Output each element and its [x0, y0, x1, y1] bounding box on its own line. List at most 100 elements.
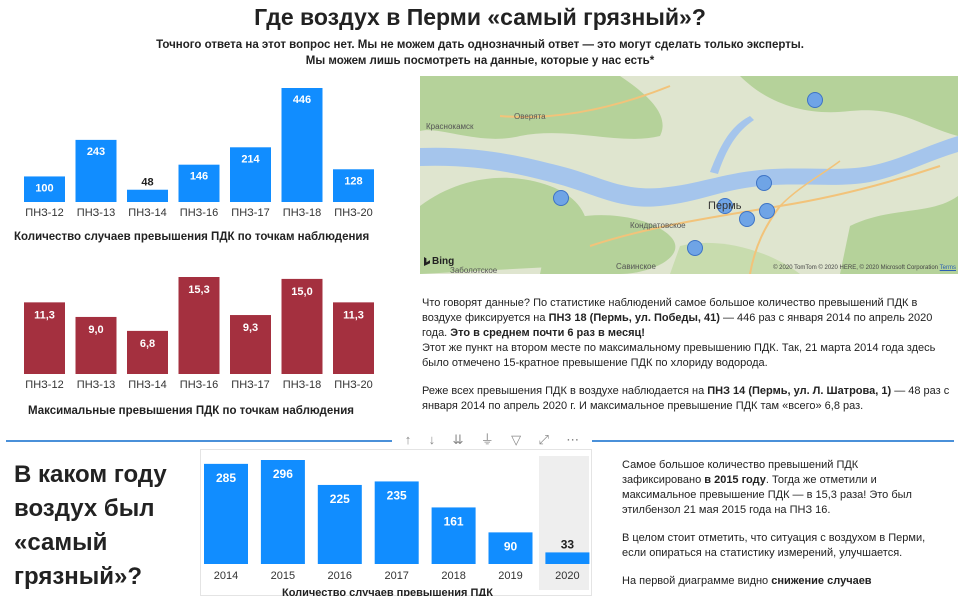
- visual-toolbar: ↑ ↓ ⇊ ⏚ ▽ ⤢ ⋯: [392, 429, 592, 449]
- chart-bar: [317, 484, 362, 564]
- paragraph-2: Этот же пункт на втором месте по максима…: [422, 342, 936, 369]
- more-options-icon[interactable]: ⋯: [566, 431, 580, 447]
- data-label: 146: [190, 171, 208, 183]
- tick-label: ПНЗ-16: [180, 379, 218, 391]
- paragraph-3: Реже всех превышения ПДК в воздухе наблю…: [422, 385, 950, 412]
- road-east: [779, 160, 841, 207]
- chart-bar: [24, 176, 65, 202]
- tick-label: ПНЗ-17: [231, 207, 269, 219]
- tick-label: ПНЗ-14: [128, 207, 166, 219]
- chart-caption-max-exceedance: Максимальные превышения ПДК по точкам на…: [28, 405, 354, 417]
- paragraph-2: В целом стоит отметить, что ситуация с в…: [622, 532, 926, 559]
- paragraph-3: На первой диаграмме видно снижение случа…: [622, 575, 872, 587]
- tick-label: ПНЗ-12: [25, 207, 63, 219]
- chart-bar: [281, 278, 323, 374]
- tick-label: ПНЗ-20: [334, 379, 372, 391]
- chart-bar: [281, 88, 323, 202]
- arrow-up-icon[interactable]: ↑: [404, 431, 412, 447]
- data-label: 6,8: [140, 338, 155, 350]
- tick-label: 2018: [441, 570, 465, 582]
- map-label-overyata: Оверята: [514, 112, 546, 121]
- paragraph-1: Что говорят данные? По статистике наблюд…: [422, 297, 933, 339]
- chart-caption-year: Количество случаев превышения ПДК: [282, 587, 493, 596]
- data-label: 90: [504, 539, 518, 553]
- data-label: 15,0: [291, 286, 312, 298]
- station-marker: [739, 211, 755, 227]
- chart-exceedance-count-by-station[interactable]: 100 ПНЗ-12 243 ПНЗ-13 48 ПНЗ-14 146 ПНЗ-16 214 ПН…: [14, 84, 384, 222]
- map-label-krasnokamsk: Краснокамск: [426, 122, 474, 131]
- chart-bar: [24, 302, 65, 374]
- map-label-kondratovskoe: Кондратовское: [630, 221, 686, 230]
- tick-label: ПНЗ-16: [180, 207, 218, 219]
- bing-logo: Bing: [424, 256, 454, 267]
- data-label: 15,3: [188, 284, 209, 296]
- forest-area-northeast: [740, 76, 958, 136]
- chart-bar: [127, 330, 168, 374]
- chart-bar: [75, 139, 117, 202]
- data-label: 48: [141, 177, 153, 189]
- data-label: 9,3: [243, 322, 258, 334]
- chart-bar: [230, 315, 271, 374]
- kama-river: [420, 136, 958, 207]
- chart-bar: [204, 463, 248, 564]
- data-label: 161: [444, 514, 464, 528]
- tick-label: 2014: [214, 570, 238, 582]
- station-marker: [717, 198, 733, 214]
- data-label: 296: [273, 467, 293, 481]
- expand-hierarchy-icon[interactable]: ⏚: [480, 431, 494, 447]
- tick-label: 2019: [498, 570, 522, 582]
- tick-label: ПНЗ-17: [231, 379, 269, 391]
- chart-exceedance-count-by-year[interactable]: 285 2014 296 2015 225 2016 235 2017 161 2018 90 201…: [200, 452, 592, 584]
- forest-area-north: [420, 76, 663, 139]
- map-label-zaboltskoe: Заболотское: [450, 266, 498, 274]
- chart-bar: [230, 147, 271, 202]
- chart-bar: [260, 460, 305, 564]
- data-label: 285: [216, 471, 236, 485]
- tick-label: ПНЗ-14: [128, 379, 166, 391]
- chart-bar: [75, 316, 117, 374]
- tick-label: 2020: [555, 570, 579, 582]
- map-label-savinskoe: Савинское: [616, 262, 656, 271]
- section-heading-year: В каком году воздух был «самый грязный»?: [14, 461, 167, 590]
- chart-max-exceedance-by-station[interactable]: 11,3 ПНЗ-12 9,0 ПНЗ-13 6,8 ПНЗ-14 15,3 ПНЗ-16 9,…: [14, 272, 384, 396]
- data-label: 11,3: [34, 309, 55, 321]
- chart-bar: [333, 302, 374, 374]
- filter-icon[interactable]: ▽: [511, 431, 522, 447]
- station-marker: [687, 240, 703, 256]
- tick-label: ПНЗ-13: [77, 207, 115, 219]
- data-label: 446: [293, 94, 311, 106]
- tick-label: ПНЗ-20: [334, 207, 372, 219]
- page-subtitle: Точного ответа на этот вопрос нет. Мы не…: [100, 37, 860, 69]
- chart-bar: [488, 532, 533, 564]
- arrow-down-icon[interactable]: ↓: [428, 431, 436, 447]
- analysis-text-stations: Что говорят данные? По статистике наблюд…: [422, 296, 952, 414]
- tick-label: ПНЗ-12: [25, 379, 63, 391]
- station-marker: [759, 203, 775, 219]
- highlighted-year-column: [539, 456, 589, 590]
- map-terms-link[interactable]: Terms: [939, 265, 956, 271]
- chart-bar: [127, 189, 168, 202]
- map-canvas: [420, 76, 958, 274]
- data-label: 33: [561, 537, 575, 551]
- double-arrow-down-icon[interactable]: ⇊: [452, 431, 464, 447]
- river-branch: [710, 116, 754, 174]
- station-marker: [807, 92, 823, 108]
- tick-label: 2016: [328, 570, 352, 582]
- data-label: 9,0: [88, 324, 103, 336]
- bing-icon: [424, 257, 430, 266]
- map-label-perm: Пермь: [708, 200, 742, 212]
- station-marker: [756, 175, 772, 191]
- data-label: 225: [330, 492, 350, 506]
- chart-bar: [178, 164, 220, 202]
- forest-area-east: [840, 196, 958, 274]
- chart-bar: [333, 169, 374, 202]
- data-label: 11,3: [343, 309, 364, 321]
- stations-map[interactable]: Краснокамск Оверята Пермь Кондратовское …: [420, 76, 958, 274]
- tick-label: ПНЗ-18: [283, 379, 321, 391]
- chart-bar: [545, 552, 590, 564]
- forest-area-center: [540, 215, 676, 274]
- data-label: 100: [35, 182, 53, 194]
- chart-bar: [178, 277, 220, 374]
- focus-mode-icon[interactable]: ⤢: [538, 431, 549, 447]
- map-copyright: © 2020 TomTom © 2020 HERE, © 2020 Micros…: [773, 265, 938, 271]
